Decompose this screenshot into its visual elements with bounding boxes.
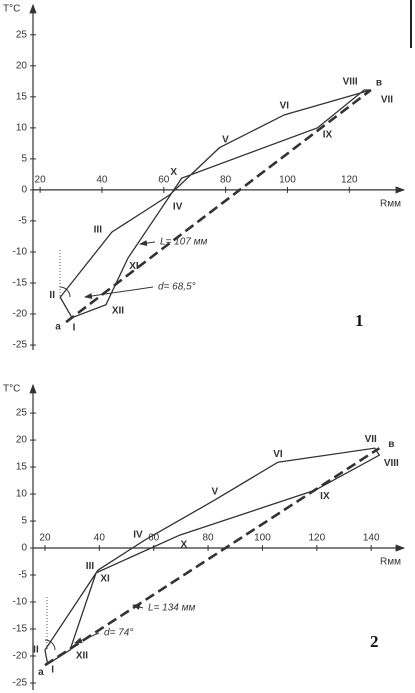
y-tick-label: -25 xyxy=(13,340,28,351)
point-label: VIII xyxy=(343,77,358,88)
x-tick-label: 60 xyxy=(148,533,160,544)
y-tick-label: 15 xyxy=(16,91,28,102)
annotation: L= 134 мм xyxy=(148,603,195,614)
month-polygon xyxy=(59,89,372,319)
point-label: в xyxy=(388,439,394,450)
point-label: III xyxy=(86,561,95,572)
y-tick-label: 10 xyxy=(16,123,28,134)
point-label: XII xyxy=(76,651,88,662)
x-axis-label: Rмм xyxy=(380,557,401,568)
figure-number: 1 xyxy=(355,311,364,330)
point-label: VII xyxy=(381,95,393,106)
point-label: V xyxy=(212,487,219,498)
annotation: L= 107 мм xyxy=(160,237,207,248)
point-label: II xyxy=(33,645,39,656)
point-label: VII xyxy=(365,434,377,445)
y-axis-label: T°C xyxy=(3,4,20,15)
point-label: XII xyxy=(112,305,124,316)
point-label: VI xyxy=(273,449,283,460)
x-tick-label: 80 xyxy=(220,175,232,186)
annotation: d= 74° xyxy=(104,628,133,639)
point-label: X xyxy=(170,167,177,178)
leader xyxy=(139,240,156,247)
y-tick-label: 0 xyxy=(21,543,27,554)
annotation: d= 68,5° xyxy=(158,282,196,293)
x-tick-label: 100 xyxy=(254,533,271,544)
y-tick-label: -5 xyxy=(18,570,27,581)
x-tick-label: 100 xyxy=(279,175,296,186)
y-tick-label: 25 xyxy=(16,29,28,40)
point-label: IV xyxy=(173,202,183,213)
dashed-line xyxy=(65,88,372,324)
point-label: a xyxy=(55,322,61,333)
y-tick-label: 20 xyxy=(16,435,28,446)
dashed-line xyxy=(44,447,381,667)
y-tick-label: 10 xyxy=(16,489,28,500)
y-tick-label: 5 xyxy=(21,154,27,165)
x-axis-label: Rмм xyxy=(380,199,401,210)
y-tick-label: -10 xyxy=(13,597,28,608)
angle-arc xyxy=(59,286,71,298)
point-label: VI xyxy=(280,100,290,111)
point-label: a xyxy=(38,667,44,678)
angle-arc xyxy=(44,639,56,651)
leader xyxy=(132,604,144,610)
point-label: II xyxy=(49,290,55,301)
point-label: III xyxy=(94,225,103,236)
point-label: IX xyxy=(323,130,333,141)
y-tick-label: -20 xyxy=(13,651,28,662)
y-tick-label: 15 xyxy=(16,462,28,473)
x-tick-label: 40 xyxy=(96,175,108,186)
y-tick-label: -20 xyxy=(13,309,28,320)
x-tick-label: 20 xyxy=(35,175,47,186)
leader xyxy=(74,632,100,644)
point-label: XI xyxy=(100,573,110,584)
point-label: в xyxy=(376,78,382,89)
y-tick-label: -10 xyxy=(13,247,28,258)
point-label: I xyxy=(73,322,76,333)
x-tick-label: 120 xyxy=(308,533,325,544)
y-axis-label: T°C xyxy=(3,384,20,395)
x-tick-label: 40 xyxy=(94,533,106,544)
x-tick-label: 20 xyxy=(39,533,51,544)
x-tick-label: 120 xyxy=(341,175,358,186)
point-label: XI xyxy=(129,261,139,272)
y-tick-label: 25 xyxy=(16,408,28,419)
y-tick-label: 20 xyxy=(16,60,28,71)
point-label: X xyxy=(180,540,187,551)
month-polygon xyxy=(44,447,381,666)
y-tick-label: 0 xyxy=(21,185,27,196)
point-label: I xyxy=(51,665,54,676)
point-label: IX xyxy=(320,491,330,502)
leader xyxy=(84,286,154,299)
y-tick-label: 5 xyxy=(21,516,27,527)
point-label: V xyxy=(222,134,229,145)
point-label: IV xyxy=(133,530,143,541)
y-tick-label: -15 xyxy=(13,278,28,289)
x-tick-label: 60 xyxy=(158,175,170,186)
y-tick-label: -25 xyxy=(13,678,28,689)
y-tick-label: -15 xyxy=(13,624,28,635)
figure-number: 2 xyxy=(370,632,379,651)
y-tick-label: -5 xyxy=(18,216,27,227)
point-label: VIII xyxy=(384,458,399,469)
x-tick-label: 80 xyxy=(203,533,215,544)
x-tick-label: 140 xyxy=(363,533,380,544)
